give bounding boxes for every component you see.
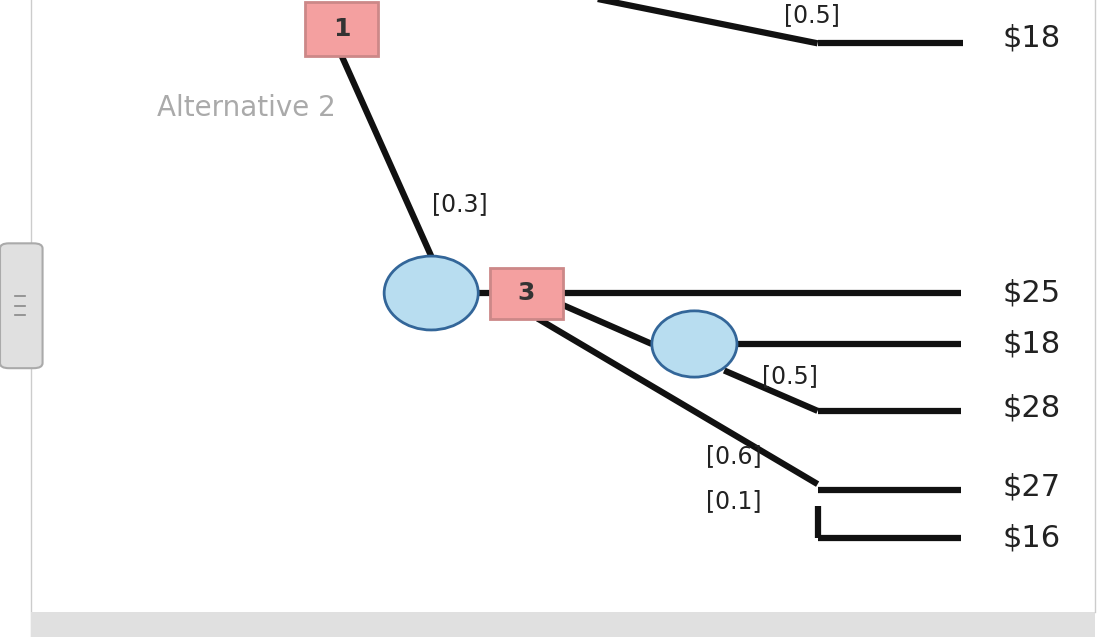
Text: Alternative 2: Alternative 2 bbox=[157, 94, 336, 122]
Text: $18: $18 bbox=[1002, 329, 1061, 359]
Text: 3: 3 bbox=[517, 281, 535, 305]
Text: [0.6]: [0.6] bbox=[706, 444, 762, 468]
Text: 1: 1 bbox=[333, 17, 351, 41]
FancyBboxPatch shape bbox=[31, 612, 1095, 637]
Text: $18: $18 bbox=[1002, 24, 1061, 53]
Text: $25: $25 bbox=[1002, 278, 1061, 308]
Text: $16: $16 bbox=[1002, 524, 1061, 553]
FancyBboxPatch shape bbox=[0, 243, 43, 368]
Ellipse shape bbox=[652, 311, 737, 377]
Text: [0.3]: [0.3] bbox=[431, 192, 487, 217]
Text: $27: $27 bbox=[1002, 473, 1061, 502]
Text: [0.5]: [0.5] bbox=[762, 364, 818, 389]
FancyBboxPatch shape bbox=[305, 2, 377, 56]
Text: $28: $28 bbox=[1002, 393, 1061, 422]
FancyBboxPatch shape bbox=[491, 268, 562, 318]
Text: [0.5]: [0.5] bbox=[784, 3, 840, 27]
Text: [0.1]: [0.1] bbox=[706, 489, 762, 513]
Ellipse shape bbox=[384, 256, 478, 330]
